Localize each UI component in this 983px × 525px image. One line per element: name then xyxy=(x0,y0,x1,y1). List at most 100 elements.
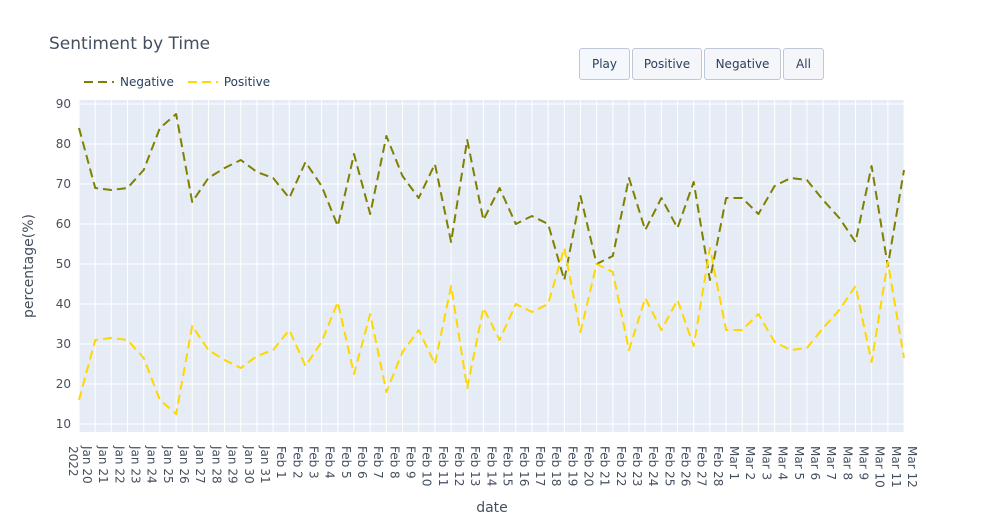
x-tick-text-line: Mar 9 xyxy=(856,446,870,480)
y-tick-label: 70 xyxy=(56,177,71,191)
x-tick-text-line: Feb 27 xyxy=(695,446,709,486)
x-tick-text: Mar 9 xyxy=(856,446,870,480)
x-tick-text-line: Feb 10 xyxy=(420,446,434,486)
x-tick-label: Jan 24 xyxy=(145,445,159,484)
x-tick-text-line: Mar 11 xyxy=(889,446,903,488)
x-tick-text-line: Feb 15 xyxy=(501,446,515,486)
x-tick-label: Feb 20 xyxy=(581,446,595,486)
x-tick-text: Feb 8 xyxy=(387,446,401,479)
x-tick-label: Feb 9 xyxy=(404,446,418,479)
x-tick-label: Jan 23 xyxy=(129,445,143,484)
x-tick-label: Feb 4 xyxy=(323,446,337,479)
x-tick-text: Feb 27 xyxy=(695,446,709,486)
all-button[interactable]: All xyxy=(783,48,824,80)
x-tick-text: Feb 2 xyxy=(290,446,304,479)
legend: Negative Positive xyxy=(84,72,284,92)
x-tick-text-line: Feb 5 xyxy=(339,446,353,479)
x-tick-text: Feb 7 xyxy=(371,446,385,479)
positive-button[interactable]: Positive xyxy=(632,48,702,80)
x-tick-text-line: Feb 9 xyxy=(404,446,418,479)
y-tick-label: 50 xyxy=(56,257,71,271)
x-tick-label: Jan 26 xyxy=(177,445,191,484)
y-axis-title: percentage(%) xyxy=(21,214,37,318)
x-tick-text-line: Jan 21 xyxy=(96,445,110,484)
x-tick-label: Mar 1 xyxy=(727,446,741,480)
x-tick-text-line: Mar 6 xyxy=(808,446,822,480)
x-tick-text-line: Feb 13 xyxy=(468,446,482,486)
x-tick-text-line: Feb 19 xyxy=(565,446,579,486)
x-tick-text: Mar 10 xyxy=(873,446,887,488)
x-tick-text-line: Mar 4 xyxy=(776,446,790,480)
x-tick-text-line: Jan 29 xyxy=(226,445,240,484)
x-tick-text: Jan 21 xyxy=(96,445,110,484)
x-tick-text: Feb 23 xyxy=(630,446,644,486)
legend-item-positive[interactable]: Positive xyxy=(187,75,271,89)
y-tick-label: 20 xyxy=(56,377,71,391)
x-tick-text: Feb 15 xyxy=(501,446,515,486)
legend-label-negative: Negative xyxy=(120,75,174,89)
x-tick-text-line: Feb 8 xyxy=(387,446,401,479)
x-tick-label: Feb 18 xyxy=(549,446,563,486)
series-line-positive xyxy=(78,247,905,415)
x-tick-label: Mar 3 xyxy=(759,446,773,480)
x-tick-label: Jan 28 xyxy=(209,445,223,484)
x-tick-text-line: Jan 27 xyxy=(193,445,207,484)
x-tick-text-line: Feb 28 xyxy=(711,446,725,486)
x-tick-text-line: Feb 24 xyxy=(646,446,660,486)
x-tick-text: Jan 23 xyxy=(129,445,143,484)
x-tick-text: Jan 27 xyxy=(193,445,207,484)
x-tick-text-line: Jan 22 xyxy=(112,445,126,484)
x-tick-text-line: Mar 7 xyxy=(824,446,838,480)
x-tick-text-line: Feb 7 xyxy=(371,446,385,479)
x-tick-text-line: Feb 1 xyxy=(274,446,288,479)
x-tick-text: Jan 202022 xyxy=(66,445,94,484)
x-tick-text-line: Jan 23 xyxy=(129,445,143,484)
x-tick-label: Feb 12 xyxy=(452,446,466,486)
x-tick-label: Feb 8 xyxy=(387,446,401,479)
x-tick-label: Feb 21 xyxy=(598,446,612,486)
series-line-negative xyxy=(78,113,905,281)
y-tick-label: 90 xyxy=(56,97,71,111)
x-tick-text: Feb 16 xyxy=(517,446,531,486)
x-tick-text-line: Feb 21 xyxy=(598,446,612,486)
x-tick-text-line: Feb 26 xyxy=(679,446,693,486)
x-tick-text-line: Feb 14 xyxy=(484,446,498,486)
x-axis-title: date xyxy=(476,500,508,516)
x-tick-text: Mar 1 xyxy=(727,446,741,480)
legend-item-negative[interactable]: Negative xyxy=(84,75,174,89)
x-tick-label: Feb 6 xyxy=(355,446,369,479)
x-tick-label: Feb 1 xyxy=(274,446,288,479)
x-tick-text-line: Feb 2 xyxy=(290,446,304,479)
x-tick-text: Feb 13 xyxy=(468,446,482,486)
x-tick-label: Feb 26 xyxy=(679,446,693,486)
x-tick-label: Feb 25 xyxy=(662,446,676,486)
x-tick-label: Mar 7 xyxy=(824,446,838,480)
negative-button[interactable]: Negative xyxy=(704,48,781,80)
x-tick-text: Mar 8 xyxy=(840,446,854,480)
x-tick-text: Jan 31 xyxy=(258,445,272,484)
x-tick-label: Mar 5 xyxy=(792,446,806,480)
x-tick-text-line: Feb 4 xyxy=(323,446,337,479)
x-tick-text-line: Feb 17 xyxy=(533,446,547,486)
x-tick-label: Feb 2 xyxy=(290,446,304,479)
x-tick-label: Mar 2 xyxy=(743,446,757,480)
gridlines xyxy=(78,100,905,432)
x-tick-text-line: Feb 6 xyxy=(355,446,369,479)
x-tick-label: Feb 11 xyxy=(436,446,450,486)
x-tick-text-line: Jan 26 xyxy=(177,445,191,484)
x-tick-label: Feb 27 xyxy=(695,446,709,486)
update-menu: Play Positive Negative All xyxy=(579,48,826,80)
x-tick-text-line: Mar 5 xyxy=(792,446,806,480)
legend-swatch-positive xyxy=(187,81,218,83)
x-tick-text-line: Jan 24 xyxy=(145,445,159,484)
legend-swatch-negative xyxy=(84,81,114,83)
x-tick-label: Mar 11 xyxy=(889,446,903,488)
x-tick-text-line: Mar 10 xyxy=(873,446,887,488)
x-tick-text: Feb 6 xyxy=(355,446,369,479)
play-button[interactable]: Play xyxy=(579,48,630,80)
x-tick-text-line: Mar 3 xyxy=(759,446,773,480)
x-tick-label: Jan 21 xyxy=(96,445,110,484)
x-tick-text-line: Jan 25 xyxy=(161,445,175,484)
legend-label-positive: Positive xyxy=(223,75,271,89)
